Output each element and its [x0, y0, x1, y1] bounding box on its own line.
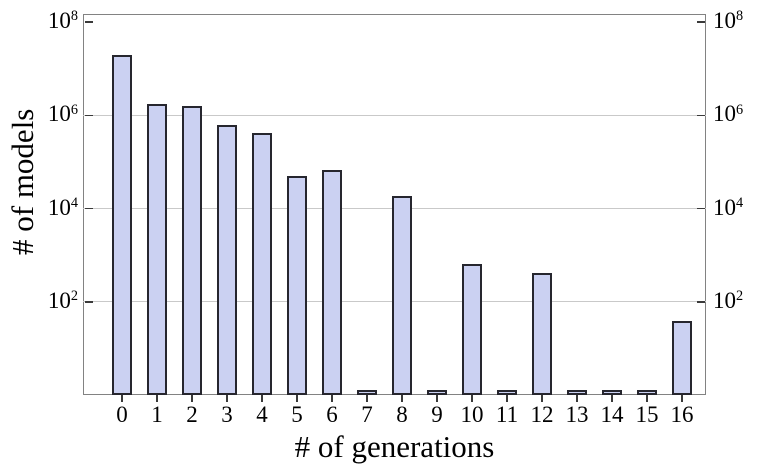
bar	[112, 54, 132, 395]
y-tick-left	[84, 21, 93, 23]
x-tick	[646, 395, 648, 402]
x-tick	[471, 395, 473, 402]
x-tick-label: 15	[635, 402, 659, 427]
x-tick-label: 7	[361, 402, 373, 427]
x-tick-label: 6	[326, 402, 338, 427]
y-tick-label-right: 106	[713, 101, 744, 127]
x-tick-label: 2	[186, 402, 198, 427]
x-tick	[401, 395, 403, 402]
bar	[322, 169, 342, 395]
y-tick-left	[84, 207, 93, 210]
x-tick	[226, 395, 228, 402]
y-tick-right	[696, 301, 705, 303]
x-tick-label: 5	[291, 402, 303, 427]
x-tick-label: 1	[151, 402, 163, 427]
bar	[532, 273, 552, 395]
bar	[672, 321, 692, 395]
bar	[357, 390, 377, 395]
x-tick-label: 9	[431, 402, 443, 427]
y-tick-label-right: 108	[713, 8, 744, 34]
y-tick-right	[696, 114, 705, 117]
x-tick	[191, 395, 193, 402]
x-tick-label: 12	[530, 402, 554, 427]
x-tick	[121, 395, 123, 402]
y-tick-label-left: 108	[47, 8, 78, 34]
y-tick-label-right: 104	[713, 194, 744, 220]
bar	[637, 390, 657, 395]
x-tick-label: 3	[221, 402, 233, 427]
y-axis-title: # of models	[5, 108, 40, 255]
x-tick	[331, 395, 333, 402]
bar	[427, 390, 447, 395]
x-tick-label: 13	[565, 402, 589, 427]
x-tick-label: 8	[396, 402, 408, 427]
x-tick-label: 10	[460, 402, 484, 427]
x-tick	[261, 395, 263, 402]
y-tick-label-right: 102	[713, 287, 744, 313]
y-tick-label-left: 106	[47, 101, 78, 127]
x-tick-label: 16	[670, 402, 694, 427]
x-tick-label: 14	[600, 402, 624, 427]
bar	[567, 390, 587, 395]
bar	[182, 105, 202, 395]
bar	[252, 133, 272, 395]
x-tick	[576, 395, 578, 402]
bar	[287, 176, 307, 395]
bar	[602, 390, 622, 395]
bar	[462, 264, 482, 395]
x-tick-label: 0	[116, 402, 128, 427]
x-tick	[681, 395, 683, 402]
x-tick-label: 11	[495, 402, 519, 427]
x-tick	[506, 395, 508, 402]
x-tick	[541, 395, 543, 402]
x-axis-title: # of generations	[294, 429, 495, 464]
y-tick-left	[84, 114, 93, 117]
bar	[147, 103, 167, 395]
y-tick-right	[696, 21, 705, 23]
y-tick-right	[696, 207, 705, 210]
y-tick-label-left: 104	[47, 194, 78, 220]
x-tick	[156, 395, 158, 402]
x-tick	[366, 395, 368, 402]
y-tick-label-left: 102	[47, 287, 78, 313]
x-tick	[611, 395, 613, 402]
x-tick	[436, 395, 438, 402]
bar	[392, 195, 412, 395]
y-gridline	[83, 114, 706, 116]
bar	[497, 390, 517, 395]
bar	[217, 124, 237, 395]
x-tick-label: 4	[256, 402, 268, 427]
x-tick	[296, 395, 298, 402]
y-tick-left	[84, 301, 93, 303]
